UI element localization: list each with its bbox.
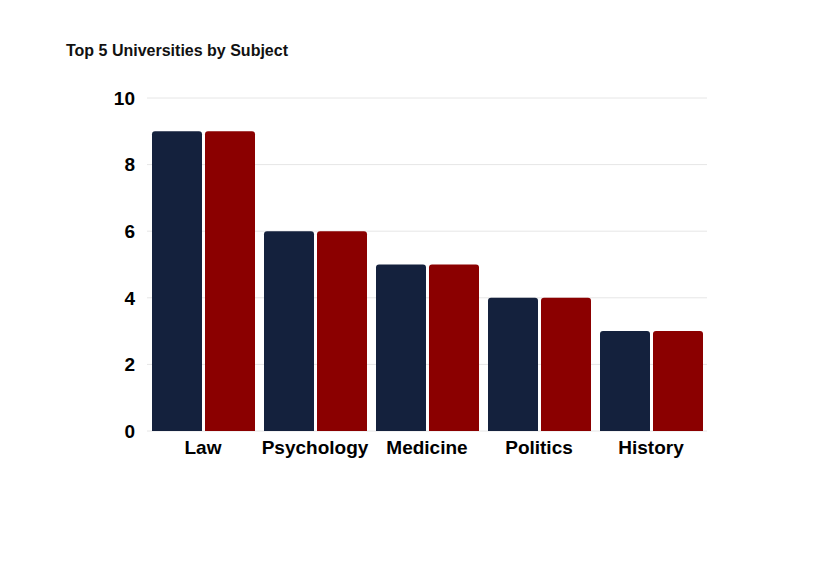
- svg-text:4: 4: [124, 288, 135, 309]
- svg-text:8: 8: [124, 154, 135, 175]
- svg-text:0: 0: [124, 421, 135, 442]
- svg-text:2: 2: [124, 354, 135, 375]
- svg-text:6: 6: [124, 221, 135, 242]
- svg-text:History: History: [618, 437, 684, 458]
- svg-text:Psychology: Psychology: [262, 437, 369, 458]
- svg-text:Medicine: Medicine: [386, 437, 467, 458]
- svg-text:10: 10: [114, 88, 135, 109]
- svg-text:Politics: Politics: [505, 437, 573, 458]
- html-text:Top 5 Universities by Subject: Top 5 Universities by Subject: [66, 42, 288, 59]
- svg-text:Law: Law: [185, 437, 222, 458]
